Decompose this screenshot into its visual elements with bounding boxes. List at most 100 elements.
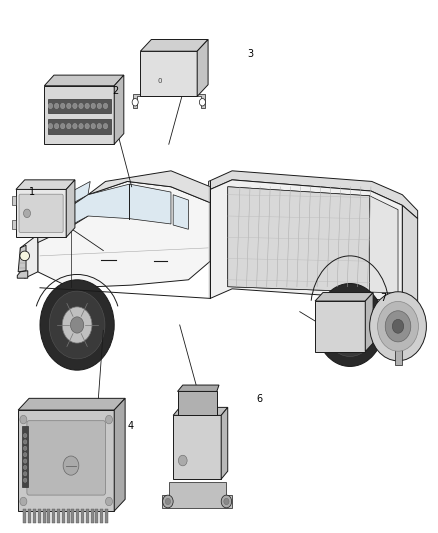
Circle shape bbox=[162, 495, 173, 508]
Polygon shape bbox=[18, 410, 114, 511]
Polygon shape bbox=[38, 195, 88, 243]
Bar bbox=[42, 510, 46, 523]
Polygon shape bbox=[228, 187, 398, 293]
Circle shape bbox=[378, 302, 418, 351]
Circle shape bbox=[106, 415, 113, 424]
Circle shape bbox=[23, 459, 27, 463]
Bar bbox=[105, 510, 108, 523]
Circle shape bbox=[71, 317, 84, 333]
Polygon shape bbox=[114, 398, 125, 511]
Bar bbox=[62, 510, 65, 523]
Polygon shape bbox=[44, 86, 114, 144]
FancyBboxPatch shape bbox=[27, 421, 106, 495]
Ellipse shape bbox=[20, 251, 29, 261]
Circle shape bbox=[199, 99, 205, 106]
Polygon shape bbox=[88, 171, 210, 203]
Circle shape bbox=[20, 415, 27, 424]
Circle shape bbox=[54, 103, 59, 109]
Polygon shape bbox=[114, 75, 124, 144]
Text: 2: 2 bbox=[112, 86, 118, 96]
Circle shape bbox=[23, 446, 27, 450]
Bar bbox=[48, 119, 111, 134]
Circle shape bbox=[97, 124, 102, 129]
Polygon shape bbox=[141, 39, 208, 51]
Bar bbox=[91, 510, 94, 523]
Circle shape bbox=[103, 124, 108, 129]
Text: 4: 4 bbox=[127, 421, 134, 431]
Circle shape bbox=[85, 124, 89, 129]
Circle shape bbox=[23, 472, 27, 476]
Text: 6: 6 bbox=[256, 394, 262, 404]
Polygon shape bbox=[365, 293, 373, 352]
Circle shape bbox=[73, 103, 77, 109]
Circle shape bbox=[97, 103, 102, 109]
Circle shape bbox=[73, 124, 77, 129]
Circle shape bbox=[178, 455, 187, 466]
Bar bbox=[33, 510, 36, 523]
Circle shape bbox=[54, 124, 59, 129]
Circle shape bbox=[324, 294, 376, 357]
Circle shape bbox=[48, 124, 53, 129]
Circle shape bbox=[91, 124, 95, 129]
Circle shape bbox=[165, 498, 170, 505]
Circle shape bbox=[23, 440, 27, 444]
Circle shape bbox=[132, 99, 138, 106]
Bar bbox=[57, 510, 60, 523]
Polygon shape bbox=[18, 245, 26, 272]
Polygon shape bbox=[16, 180, 75, 189]
Bar bbox=[38, 510, 41, 523]
Bar bbox=[48, 99, 111, 114]
Polygon shape bbox=[38, 181, 210, 288]
Circle shape bbox=[67, 124, 71, 129]
Bar bbox=[28, 510, 31, 523]
Polygon shape bbox=[133, 94, 205, 108]
FancyBboxPatch shape bbox=[19, 194, 63, 232]
Circle shape bbox=[79, 124, 83, 129]
Circle shape bbox=[67, 103, 71, 109]
Circle shape bbox=[79, 103, 83, 109]
Text: 0: 0 bbox=[157, 78, 162, 84]
Polygon shape bbox=[221, 407, 228, 479]
Polygon shape bbox=[403, 205, 418, 320]
Polygon shape bbox=[208, 171, 418, 219]
Bar bbox=[12, 220, 16, 229]
Circle shape bbox=[344, 318, 356, 333]
Polygon shape bbox=[197, 39, 208, 96]
Circle shape bbox=[106, 497, 113, 506]
Bar bbox=[47, 510, 50, 523]
Polygon shape bbox=[44, 75, 124, 86]
Circle shape bbox=[63, 456, 79, 475]
Circle shape bbox=[40, 280, 114, 370]
Polygon shape bbox=[210, 180, 403, 304]
Polygon shape bbox=[51, 181, 90, 219]
Polygon shape bbox=[365, 316, 375, 336]
Polygon shape bbox=[18, 398, 125, 410]
Bar bbox=[100, 510, 103, 523]
Circle shape bbox=[85, 103, 89, 109]
Circle shape bbox=[62, 307, 92, 343]
Polygon shape bbox=[315, 301, 365, 352]
Bar bbox=[12, 196, 16, 205]
Circle shape bbox=[316, 284, 384, 367]
Polygon shape bbox=[177, 391, 217, 415]
Polygon shape bbox=[66, 180, 75, 237]
Polygon shape bbox=[141, 51, 197, 96]
Circle shape bbox=[224, 498, 229, 505]
Polygon shape bbox=[173, 407, 228, 415]
Polygon shape bbox=[177, 385, 219, 391]
Circle shape bbox=[221, 495, 232, 508]
Text: 1: 1 bbox=[29, 187, 35, 197]
Circle shape bbox=[336, 308, 364, 342]
Circle shape bbox=[23, 465, 27, 470]
Polygon shape bbox=[162, 482, 232, 508]
Circle shape bbox=[370, 292, 426, 361]
Circle shape bbox=[20, 497, 27, 506]
Circle shape bbox=[60, 124, 65, 129]
Bar bbox=[86, 510, 89, 523]
Bar bbox=[21, 426, 28, 487]
Circle shape bbox=[23, 478, 27, 482]
Bar bbox=[71, 510, 74, 523]
Circle shape bbox=[103, 103, 108, 109]
Polygon shape bbox=[20, 235, 38, 278]
Circle shape bbox=[60, 103, 65, 109]
